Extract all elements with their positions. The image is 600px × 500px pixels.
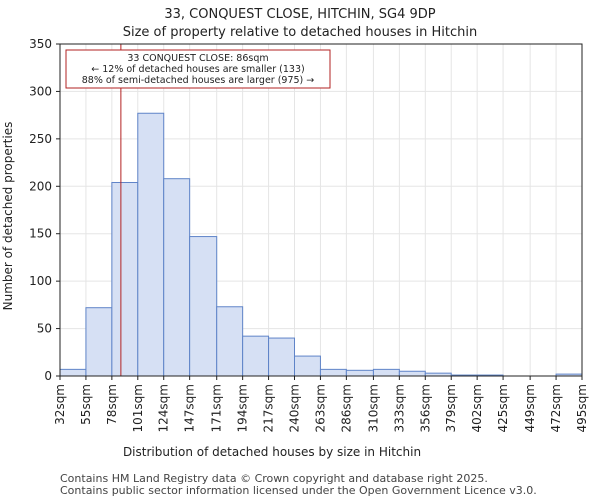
x-tick-label-449sqm: 449sqm (523, 384, 537, 432)
x-tick-label-402sqm: 402sqm (470, 384, 484, 432)
x-tick-label-171sqm: 171sqm (210, 384, 224, 432)
x-tick-label-240sqm: 240sqm (288, 384, 302, 432)
footer-line-1: Contains HM Land Registry data © Crown c… (60, 472, 488, 485)
bar-101sqm (137, 112, 165, 377)
x-tick-label-32sqm: 32sqm (53, 384, 67, 425)
bar-286sqm (345, 369, 374, 377)
x-tick-label-425sqm: 425sqm (496, 384, 510, 432)
x-tick-label-55sqm: 55sqm (79, 384, 93, 425)
y-tick-label-50: 50 (37, 322, 52, 336)
y-tick-labels: 0 50 100 150 200 250 300 350 (29, 37, 52, 383)
plot-frame (59, 43, 583, 377)
bar-217sqm (268, 337, 296, 377)
annotation-box (65, 49, 331, 89)
x-tick-label-124sqm: 124sqm (157, 384, 171, 432)
annotation-line-1: 33 CONQUEST CLOSE: 86sqm (127, 53, 268, 64)
x-tick-label-194sqm: 194sqm (236, 384, 250, 432)
x-tick-label-310sqm: 310sqm (366, 384, 380, 432)
bar-78sqm (111, 181, 139, 377)
annotation-line-3: 88% of semi-detached houses are larger (… (82, 75, 315, 86)
y-tick-label-0: 0 (44, 369, 52, 383)
x-tick-label-263sqm: 263sqm (313, 384, 327, 432)
x-tick-labels: 32sqm 55sqm 78sqm 101sqm 124sqm 147sqm 171sqm 1… (53, 384, 589, 432)
bar-310sqm (372, 368, 400, 377)
x-tick-label-217sqm: 217sqm (262, 384, 276, 432)
bar-194sqm (242, 335, 270, 377)
bar-171sqm (216, 306, 244, 377)
bar-263sqm (319, 368, 347, 377)
bar-32sqm (59, 368, 87, 377)
annotation-line-2: ← 12% of detached houses are smaller (13… (91, 64, 304, 75)
y-tick-label-250: 250 (29, 132, 52, 146)
bar-124sqm (163, 178, 191, 377)
x-tick-label-101sqm: 101sqm (131, 384, 145, 432)
bar-55sqm (85, 307, 113, 377)
bar-240sqm (294, 355, 321, 377)
bar-333sqm (398, 370, 426, 377)
x-tick-label-78sqm: 78sqm (105, 384, 119, 425)
bar-147sqm (189, 236, 218, 377)
x-tick-label-356sqm: 356sqm (418, 384, 432, 432)
x-tick-label-495sqm: 495sqm (575, 384, 589, 432)
bars-group (59, 112, 583, 377)
x-tick-label-286sqm: 286sqm (339, 384, 353, 432)
axes (56, 43, 583, 380)
x-tick-label-472sqm: 472sqm (549, 384, 563, 432)
y-axis-label: Number of detached properties (1, 122, 15, 311)
chart-subtitle: Size of property relative to detached ho… (123, 25, 478, 40)
x-tick-label-147sqm: 147sqm (183, 384, 197, 432)
footer-line-2: Contains public sector information licen… (60, 484, 537, 497)
y-tick-label-200: 200 (29, 179, 52, 193)
x-tick-label-379sqm: 379sqm (444, 384, 458, 432)
chart-title: 33, CONQUEST CLOSE, HITCHIN, SG4 9DP (164, 7, 435, 22)
y-tick-label-100: 100 (29, 274, 52, 288)
x-tick-label-333sqm: 333sqm (392, 384, 406, 432)
y-tick-label-350: 350 (29, 37, 52, 51)
y-tick-label-300: 300 (29, 84, 52, 98)
y-tick-label-150: 150 (29, 227, 52, 241)
x-axis-label: Distribution of detached houses by size … (123, 445, 421, 459)
